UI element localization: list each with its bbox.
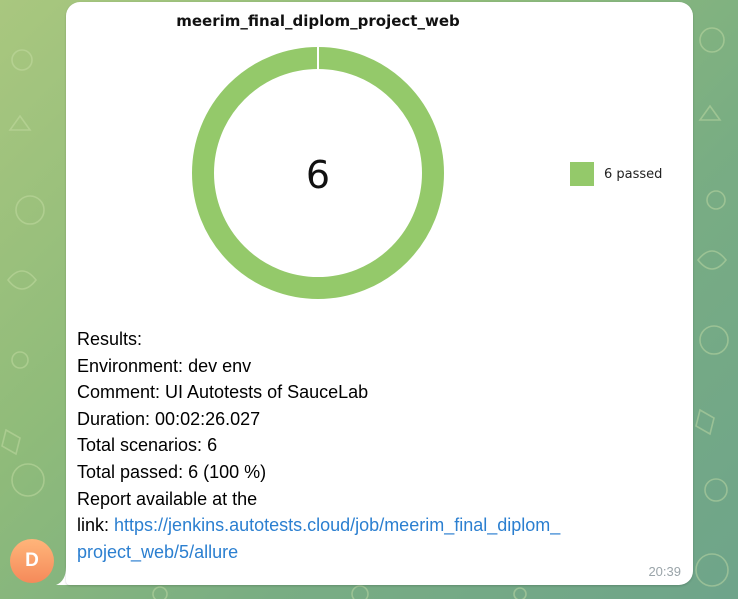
total-scenarios-label: Total scenarios: — [77, 435, 203, 456]
chart-title: meerim_final_diplom_project_web — [176, 12, 460, 30]
total-passed-line: Total passed: 6 (100 %) — [77, 459, 677, 486]
report-link-line-2: project_web/5/allure — [77, 539, 677, 566]
environment-line: Environment: dev env — [77, 353, 677, 380]
message-timestamp: 20:39 — [648, 564, 681, 579]
legend-swatch-passed — [570, 162, 594, 186]
legend-label-passed: 6 passed — [604, 166, 663, 182]
donut-chart: 6 — [192, 46, 444, 299]
comment-value: UI Autotests of SauceLab — [160, 382, 369, 403]
environment-label: Environment: — [77, 355, 184, 376]
duration-line: Duration: 00:02:26.027 — [77, 406, 677, 433]
message-text: Results: Environment: dev env Comment: U… — [77, 326, 677, 565]
total-passed-value: 6 (100 %) — [183, 461, 267, 482]
report-link-part2[interactable]: project_web/5/allure — [77, 541, 239, 562]
total-scenarios-value: 6 — [202, 435, 218, 456]
results-line: Results: — [77, 326, 677, 353]
results-label: Results: — [77, 329, 143, 349]
donut-center-label: 6 — [306, 153, 330, 197]
report-text: Report available at the — [77, 488, 258, 509]
comment-line: Comment: UI Autotests of SauceLab — [77, 379, 677, 406]
report-link-line: link: https://jenkins.autotests.cloud/jo… — [77, 512, 677, 539]
environment-value: dev env — [183, 355, 252, 376]
comment-label: Comment: — [77, 382, 161, 403]
total-scenarios-line: Total scenarios: 6 — [77, 432, 677, 459]
report-line: Report available at the — [77, 486, 677, 513]
duration-value: 00:02:26.027 — [150, 408, 261, 429]
total-passed-label: Total passed: — [77, 461, 184, 482]
link-label: link: — [77, 515, 110, 536]
message-bubble[interactable] — [66, 2, 693, 585]
sender-avatar[interactable]: D — [10, 539, 54, 583]
duration-label: Duration: — [77, 408, 151, 429]
allure-chart: 6 meerim_final_diplom_project_web 6 pass… — [88, 6, 684, 316]
chart-legend: 6 passed — [570, 162, 662, 186]
report-link-part1[interactable]: https://jenkins.autotests.cloud/job/meer… — [114, 515, 561, 536]
